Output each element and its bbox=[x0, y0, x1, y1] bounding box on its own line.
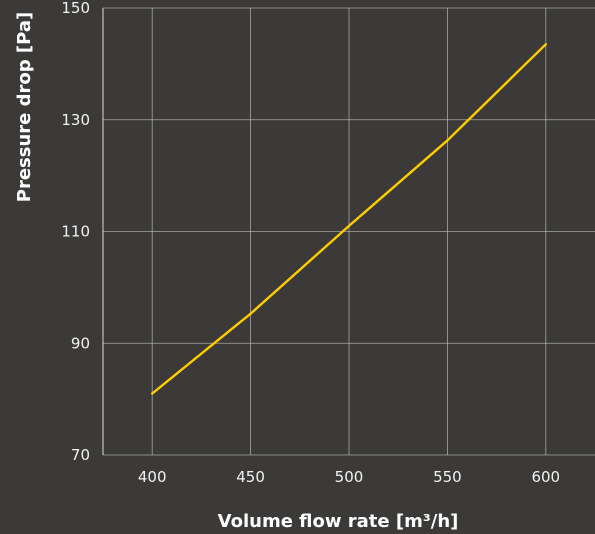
x-axis-title: Volume flow rate [m³/h] bbox=[218, 511, 459, 532]
x-tick-label-400: 400 bbox=[138, 468, 167, 486]
y-axis-title: Pressure drop [Pa] bbox=[14, 12, 35, 202]
y-tick-label-70: 70 bbox=[71, 446, 90, 464]
y-tick-label-130: 130 bbox=[61, 111, 90, 129]
x-tick-label-550: 550 bbox=[433, 468, 462, 486]
x-tick-label-500: 500 bbox=[335, 468, 364, 486]
tick-labels: 400 450 500 550 600 70 90 110 130 150 bbox=[61, 0, 560, 486]
series bbox=[150, 43, 547, 395]
y-tick-label-110: 110 bbox=[61, 223, 90, 241]
series-line-0 bbox=[150, 43, 547, 395]
grid bbox=[103, 7, 595, 456]
y-tick-label-90: 90 bbox=[71, 334, 90, 352]
x-tick-label-600: 600 bbox=[531, 468, 560, 486]
y-tick-label-150: 150 bbox=[61, 0, 90, 17]
x-tick-label-450: 450 bbox=[236, 468, 265, 486]
